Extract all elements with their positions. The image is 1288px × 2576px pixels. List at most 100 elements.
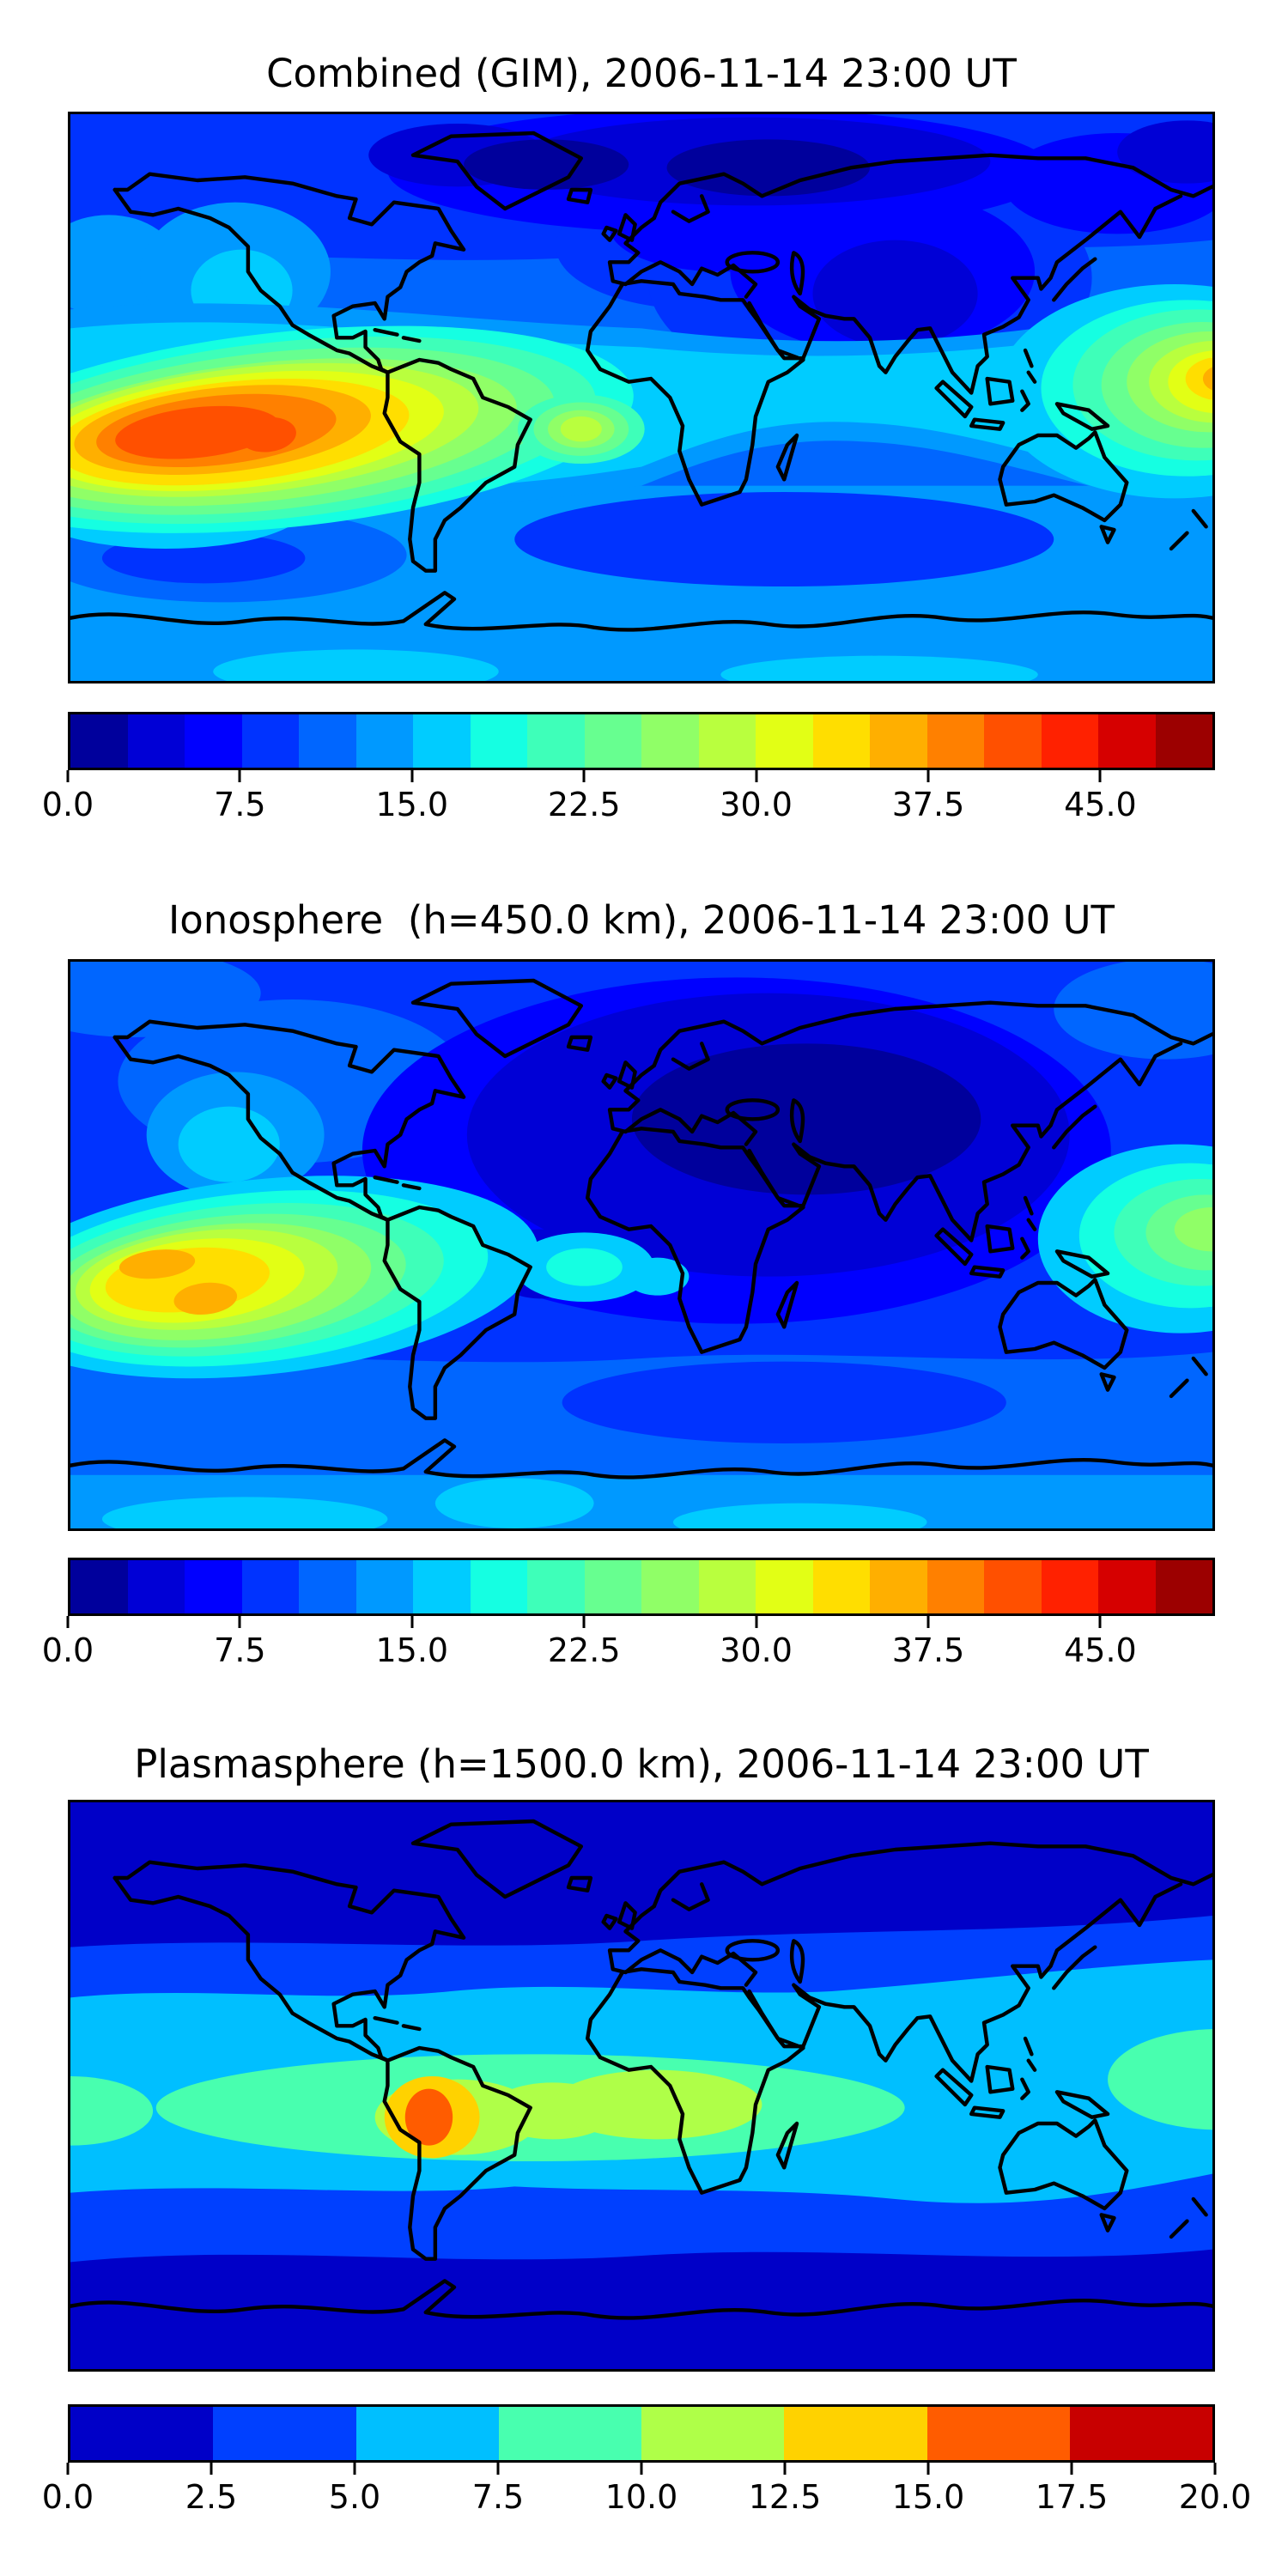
- colorbar-tick: [238, 1616, 241, 1628]
- map-ionosphere: [68, 959, 1215, 1531]
- colorbar-segment: [1155, 1560, 1212, 1613]
- colorbar-segment: [812, 1560, 870, 1613]
- colorbar-segment: [70, 714, 128, 768]
- colorbar-tick: [927, 1616, 930, 1628]
- colorbar-segment: [984, 714, 1042, 768]
- colorbar-tick-label: 2.5: [185, 2478, 238, 2516]
- colorbar-tick-label: 30.0: [720, 786, 793, 823]
- colorbar-tick-label: 37.5: [891, 786, 965, 823]
- colorbar-tick: [238, 770, 241, 782]
- atlantic-spots-ionosphere: [514, 1232, 690, 1302]
- colorbar-segment: [641, 2407, 785, 2460]
- colorbar-tick-label: 0.0: [41, 786, 94, 823]
- colorbar-tick-label: 5.0: [328, 2478, 381, 2516]
- colorbar-segment: [1041, 1560, 1098, 1613]
- colorbar-segment: [984, 1560, 1042, 1613]
- colorbar-segment: [470, 714, 527, 768]
- map-ionosphere-svg: [70, 962, 1212, 1528]
- colorbar-tick-label: 15.0: [375, 786, 449, 823]
- colorbar-tick: [496, 2463, 500, 2475]
- colorbar-tick: [755, 1616, 758, 1628]
- colorbar-tick: [1213, 2463, 1217, 2475]
- colorbar-segment: [413, 714, 471, 768]
- colorbar-segment: [870, 1560, 927, 1613]
- colorbar-combined: [68, 712, 1215, 770]
- colorbar-tick-label: 45.0: [1064, 786, 1137, 823]
- colorbar-segment: [698, 714, 756, 768]
- colorbar-segment: [470, 1560, 527, 1613]
- colorbar-segment: [784, 2407, 927, 2460]
- colorbar-segment: [413, 1560, 471, 1613]
- colorbar-segment: [812, 714, 870, 768]
- colorbar-tick: [927, 770, 930, 782]
- colorbar-tick: [927, 2463, 930, 2475]
- colorbar-tick-label: 0.0: [41, 1631, 94, 1669]
- tec-field-combined: [70, 114, 1212, 681]
- colorbar-segment: [870, 714, 927, 768]
- colorbar-tick: [410, 770, 414, 782]
- colorbar-axis-ionosphere: 0.0 7.5 15.0 22.5 30.0 37.5 45.0: [42, 1616, 1215, 1678]
- map-combined-gim: [68, 112, 1215, 683]
- colorbar-plasmasphere: [68, 2404, 1215, 2463]
- pacific-anomaly-ionosphere: [70, 1176, 539, 1379]
- tec-field-plasmasphere: [70, 1802, 1212, 2369]
- colorbar-ionosphere: [68, 1558, 1215, 1616]
- colorbar-segment: [927, 714, 984, 768]
- colorbar-segment: [527, 1560, 585, 1613]
- colorbar-tick: [353, 2463, 356, 2475]
- west-pacific-maximum-ionosphere: [1037, 1144, 1212, 1334]
- colorbar-segment: [241, 714, 299, 768]
- colorbar-axis-plasmasphere: 0.0 2.5 5.0 7.5 10.0 12.5 15.0 17.5 20.0: [42, 2463, 1251, 2524]
- colorbar-segment: [698, 1560, 756, 1613]
- colorbar-segment: [927, 2407, 1070, 2460]
- panel-title-ionosphere: Ionosphere (h=450.0 km), 2006-11-14 23:0…: [167, 897, 1115, 943]
- colorbar-tick: [582, 770, 586, 782]
- colorbar-segment: [299, 1560, 356, 1613]
- atlantic-maximum-combined: [517, 394, 645, 464]
- south-america-maximum-plasmasphere: [384, 2076, 480, 2159]
- colorbar-tick: [66, 1616, 70, 1628]
- colorbar-segment: [241, 1560, 299, 1613]
- colorbar-segment: [756, 714, 813, 768]
- colorbar-tick: [210, 2463, 213, 2475]
- colorbar-tick: [410, 1616, 414, 1628]
- colorbar-tick-label: 12.5: [748, 2478, 822, 2516]
- colorbar-tick-label: 20.0: [1178, 2478, 1252, 2516]
- map-plasmasphere: [68, 1800, 1215, 2372]
- colorbar-segment: [355, 1560, 413, 1613]
- colorbar-tick-label: 17.5: [1035, 2478, 1109, 2516]
- colorbar-segment: [355, 2407, 499, 2460]
- colorbar-tick: [1070, 2463, 1073, 2475]
- colorbar-tick: [755, 770, 758, 782]
- colorbar-tick-label: 0.0: [41, 2478, 94, 2516]
- panel-title-plasmasphere: Plasmasphere (h=1500.0 km), 2006-11-14 2…: [134, 1741, 1149, 1787]
- colorbar-tick-label: 10.0: [605, 2478, 678, 2516]
- colorbar-tick: [783, 2463, 787, 2475]
- colorbar-segment: [185, 1560, 242, 1613]
- colorbar-tick-label: 7.5: [214, 786, 266, 823]
- colorbar-segment: [1098, 1560, 1156, 1613]
- colorbar-axis-combined: 0.0 7.5 15.0 22.5 30.0 37.5 45.0: [42, 770, 1215, 832]
- colorbar-segment: [1041, 714, 1098, 768]
- colorbar-tick-label: 37.5: [891, 1631, 965, 1669]
- colorbar-segment: [1069, 2407, 1212, 2460]
- colorbar-tick-label: 30.0: [720, 1631, 793, 1669]
- colorbar-tick-label: 15.0: [891, 2478, 965, 2516]
- colorbar-segment: [584, 714, 641, 768]
- colorbar-segment: [756, 1560, 813, 1613]
- colorbar-segment: [498, 2407, 641, 2460]
- colorbar-tick-label: 15.0: [375, 1631, 449, 1669]
- colorbar-tick: [66, 2463, 70, 2475]
- colorbar-segment: [584, 1560, 641, 1613]
- colorbar-segment: [641, 714, 699, 768]
- colorbar-segment: [355, 714, 413, 768]
- colorbar-segment: [299, 714, 356, 768]
- west-pacific-maximum-combined: [1041, 300, 1212, 477]
- colorbar-segment: [1098, 714, 1156, 768]
- colorbar-segment: [527, 714, 585, 768]
- colorbar-tick-label: 22.5: [547, 786, 621, 823]
- colorbar-tick: [1098, 1616, 1102, 1628]
- pacific-anomaly-combined: [70, 325, 634, 533]
- colorbar-segment: [70, 1560, 128, 1613]
- colorbar-segment: [641, 1560, 699, 1613]
